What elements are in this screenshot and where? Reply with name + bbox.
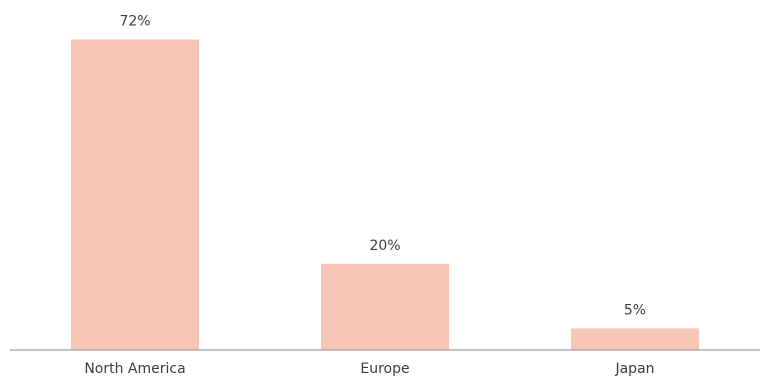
- x-tick-label-japan: Japan: [614, 361, 654, 377]
- x-tick-label-north-america: North America: [84, 361, 185, 377]
- data-label-north-america: 72%: [119, 14, 150, 30]
- data-label-europe: 20%: [369, 238, 400, 254]
- bar-japan: [571, 328, 699, 350]
- data-labels-layer: 72% 20% 5%: [119, 14, 646, 319]
- bar-europe: [321, 263, 449, 351]
- data-label-japan: 5%: [624, 302, 646, 318]
- bar-north-america: [71, 39, 199, 350]
- x-axis-tick-labels: North America Europe Japan: [84, 361, 654, 377]
- bars-layer: [71, 39, 699, 351]
- x-tick-label-europe: Europe: [360, 361, 409, 377]
